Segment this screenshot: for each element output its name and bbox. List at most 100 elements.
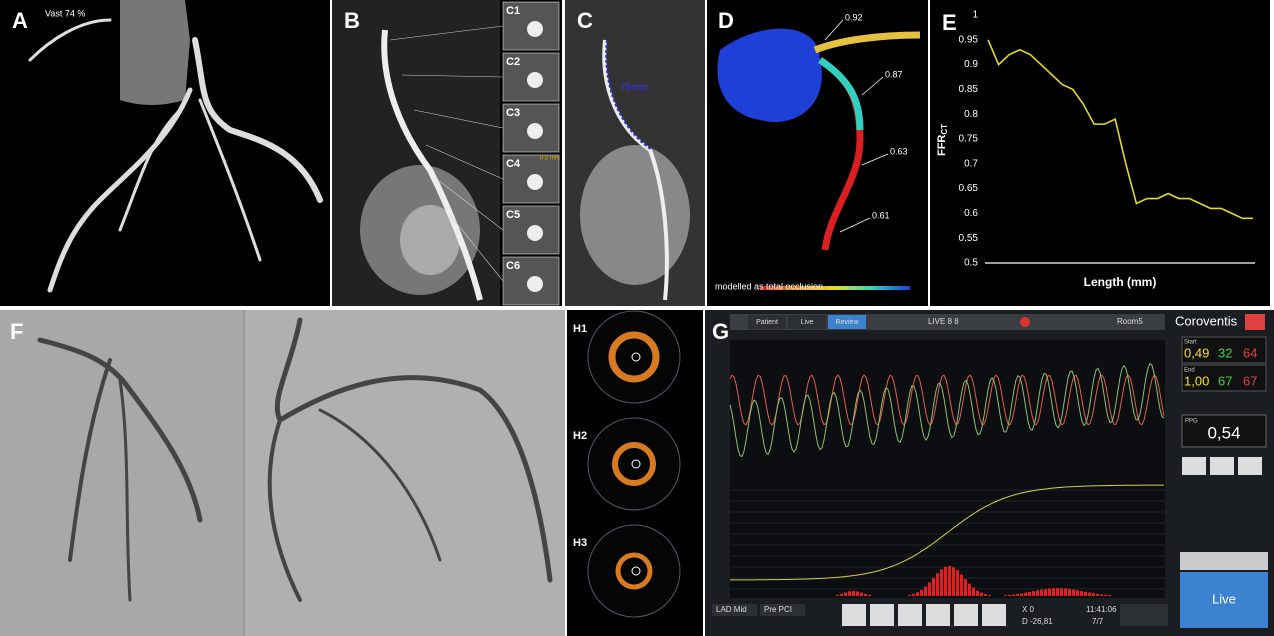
- histogram-bar: [952, 567, 955, 596]
- section-label: C4: [506, 158, 521, 170]
- section-label: C2: [506, 56, 520, 68]
- histogram-bar: [1016, 593, 1019, 596]
- mode-button[interactable]: [1182, 457, 1206, 475]
- x-axis-label: Length (mm): [1084, 275, 1157, 289]
- histogram-bar: [1100, 594, 1103, 596]
- catheter: [631, 459, 641, 469]
- panel-label: C: [577, 8, 593, 33]
- vessel: [381, 29, 483, 301]
- vessel[interactable]: LAD Mid: [716, 605, 747, 614]
- mode-button[interactable]: [1238, 457, 1262, 475]
- histogram-bar: [1096, 593, 1099, 596]
- y-tick-label: 0.9: [964, 59, 978, 70]
- cursor-d: D -26,81: [1022, 617, 1053, 626]
- y-axis-label-main: FFR: [936, 135, 948, 156]
- note: modelled as total occlusion: [715, 281, 823, 291]
- histogram-bar: [940, 569, 943, 596]
- section-label: C5: [506, 209, 520, 221]
- section-label: C1: [506, 5, 520, 17]
- phase-select[interactable]: [760, 604, 805, 616]
- end-label: End: [1184, 368, 1195, 374]
- live-button[interactable]: [1180, 572, 1268, 628]
- vessel: [602, 39, 669, 301]
- histogram-bar: [920, 589, 923, 596]
- vessel-wall: [615, 552, 653, 590]
- histogram-bar: [932, 577, 935, 596]
- histogram-bar: [1068, 588, 1071, 596]
- live-handle: [1180, 552, 1268, 570]
- y-tick-label: 1: [972, 10, 978, 21]
- histogram-bar: [1020, 593, 1023, 596]
- section-leader: [437, 179, 504, 231]
- histogram-bar: [840, 593, 843, 596]
- histogram-bar: [980, 592, 983, 596]
- start-pa: 64: [1243, 345, 1257, 360]
- tool-buttons[interactable]: [842, 604, 1006, 626]
- histogram-bar: [1028, 591, 1031, 596]
- panel-label: D: [718, 8, 734, 33]
- start-label: Start: [1184, 340, 1197, 346]
- section-leader: [401, 74, 504, 78]
- start-pd: 32: [1218, 345, 1232, 360]
- histogram-bar: [1036, 590, 1039, 596]
- y-axis-label: FFRCT: [936, 124, 949, 156]
- oct-label: H2: [573, 430, 587, 442]
- y-tick-label: 0.75: [959, 134, 979, 145]
- tab-label[interactable]: Patient: [756, 319, 778, 326]
- histogram-bar: [848, 591, 851, 596]
- tab-label[interactable]: Live: [801, 319, 814, 326]
- end-pa: 67: [1243, 373, 1257, 388]
- aorta-model: [717, 28, 822, 122]
- angiogram: [245, 310, 565, 636]
- oct-label: H1: [573, 323, 587, 335]
- section-leader: [425, 144, 504, 180]
- section-label: C6: [506, 260, 520, 272]
- lumen: [527, 225, 543, 241]
- sections: [500, 0, 562, 306]
- histogram-bar: [916, 592, 919, 596]
- histogram-bar: [1032, 591, 1035, 596]
- panel-label: G: [712, 319, 729, 344]
- close-icon[interactable]: [1020, 317, 1030, 327]
- start-ratio: 0,49: [1184, 345, 1209, 360]
- ratio-trend: [729, 484, 1165, 581]
- lumen: [527, 276, 543, 292]
- histogram-bar: [956, 570, 959, 596]
- tab-label[interactable]: Review: [836, 319, 860, 326]
- histogram-bar: [860, 592, 863, 596]
- tab[interactable]: [828, 315, 866, 329]
- phase[interactable]: Pre PCI: [764, 605, 792, 614]
- histogram-bar: [972, 587, 975, 596]
- histogram-bar: [944, 566, 947, 596]
- vessel-select[interactable]: [712, 604, 757, 616]
- y-tick-label: 0.65: [959, 183, 979, 194]
- oct-frame: [587, 417, 681, 511]
- room: Room5: [1117, 317, 1143, 326]
- histogram-bar: [1012, 594, 1015, 596]
- power-button[interactable]: [1245, 314, 1265, 330]
- histogram-bar: [976, 590, 979, 596]
- y-tick-label: 0.85: [959, 84, 979, 95]
- tab[interactable]: [748, 315, 786, 329]
- vessel-wall: [608, 331, 660, 383]
- histogram-bar: [836, 594, 839, 596]
- nav-buttons[interactable]: [1120, 604, 1168, 626]
- ventricle: [400, 205, 460, 275]
- histogram-bar: [908, 594, 911, 596]
- section-leader: [449, 214, 504, 282]
- histogram-bar: [984, 594, 987, 596]
- heart: [580, 145, 690, 285]
- start-box: [1181, 336, 1267, 364]
- mode-button[interactable]: [1210, 457, 1234, 475]
- caption: Vast 74 %: [45, 8, 85, 18]
- live-label[interactable]: Live: [1212, 591, 1236, 606]
- tab[interactable]: [788, 315, 826, 329]
- ffr-label: 0.87: [885, 69, 903, 79]
- catheter: [631, 566, 641, 576]
- vessels-a: [28, 0, 323, 293]
- histogram-bar: [936, 573, 939, 596]
- vessel-segment: [818, 57, 864, 131]
- histogram-bar: [1108, 595, 1111, 596]
- lumen: [527, 123, 543, 139]
